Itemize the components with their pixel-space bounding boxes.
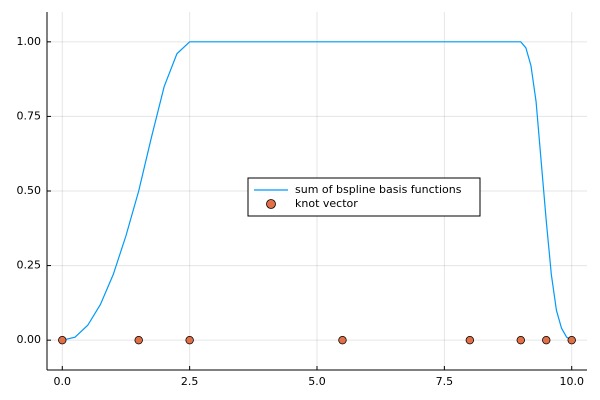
x-tick-label: 5.0 <box>308 375 326 388</box>
knot-point <box>58 335 67 345</box>
y-tick-label: 0.75 <box>17 109 42 122</box>
y-tick-label: 0.25 <box>17 259 42 272</box>
knot-point <box>338 335 347 345</box>
knot-point <box>134 335 143 345</box>
x-tick-label: 7.5 <box>436 375 454 388</box>
x-tick-label: 2.5 <box>181 375 199 388</box>
line-series <box>62 41 573 341</box>
y-tick-label: 0.00 <box>17 333 42 346</box>
x-tick-label: 0.0 <box>54 375 72 388</box>
legend-swatch <box>266 199 276 209</box>
knot-point <box>567 335 576 345</box>
knot-point <box>516 335 525 345</box>
y-tick-label: 1.00 <box>17 35 42 48</box>
knot-point <box>185 335 194 345</box>
y-tick-label: 0.50 <box>17 184 42 197</box>
knot-point <box>465 335 475 345</box>
x-tick-label: 10.0 <box>559 375 584 388</box>
legend-box <box>247 177 481 217</box>
knot-point <box>542 335 551 345</box>
legend-label: knot vector <box>295 197 358 210</box>
legend-label: sum of bspline basis functions <box>295 183 462 196</box>
